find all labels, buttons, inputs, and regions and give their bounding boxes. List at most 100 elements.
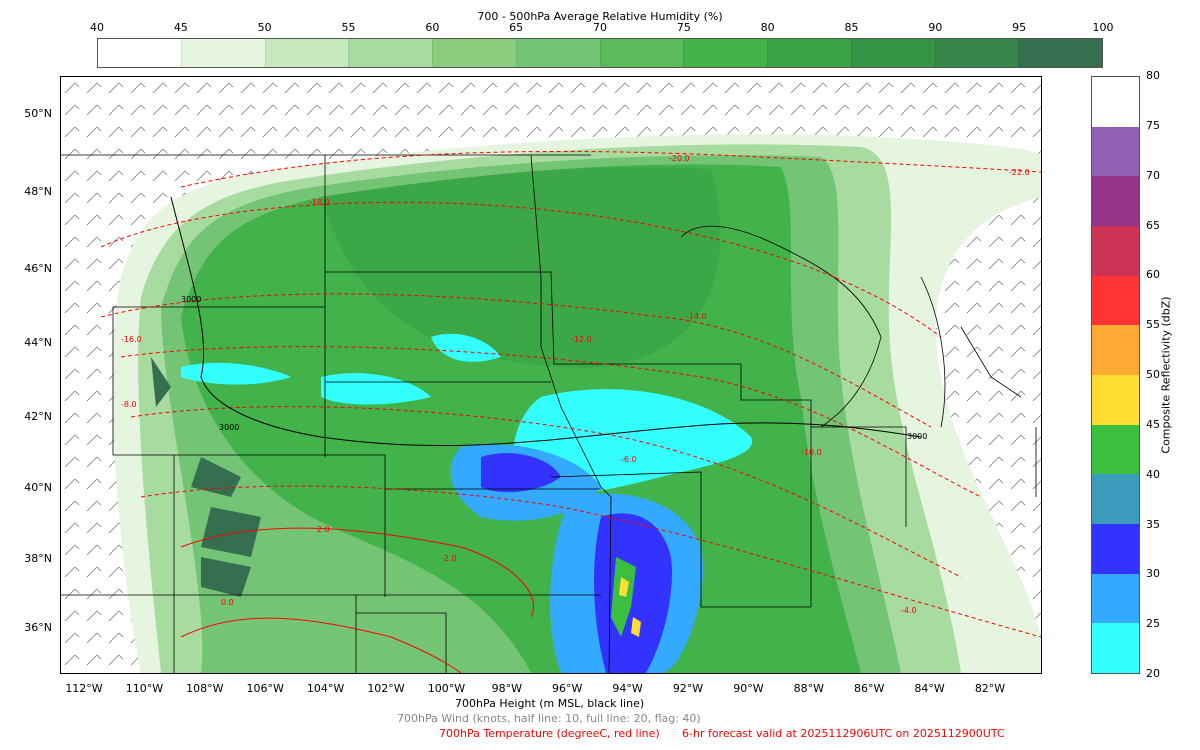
rh-tick-label: 80 [760,21,775,34]
reflectivity-color-bin [1092,325,1139,375]
reflectivity-color-bin [1092,523,1139,574]
reflectivity-tick-label: 60 [1146,268,1160,282]
reflectivity-color-bin [1092,474,1139,524]
rh-color-bin [432,39,516,67]
rh-tick-label: 95 [1012,21,1027,34]
latitude-label: 46°N [24,262,52,275]
longitude-label: 96°W [552,682,583,695]
rh-color-bin [683,39,767,67]
reflectivity-color-bin [1092,424,1139,475]
temp-contour-label: -22.0 [1009,168,1030,177]
reflectivity-tick-label: 55 [1146,318,1160,332]
forecast-valid-caption: 6-hr forecast valid at 2025112906UTC on … [682,727,1005,740]
reflectivity-tick-label: 35 [1146,517,1160,531]
longitude-label: 108°W [186,682,224,695]
temp-contour-label: -8.0 [121,400,137,409]
rh-tick-label: 85 [844,21,859,34]
longitude-label: 88°W [793,682,824,695]
wind-caption: 700hPa Wind (knots, half line: 10, full … [397,712,701,725]
rh-tick-label: 40 [90,21,104,34]
temp-contour-label: -20.0 [669,154,690,163]
rh-color-bin [934,39,1019,67]
rh-tick-label: 65 [509,21,524,34]
height-contour-label: 3000 [219,423,239,432]
rh-color-bin [180,39,265,67]
temp-contour-label: -14.0 [686,312,707,321]
temp-contour-label: -2.0 [441,554,457,563]
rh-colorbar-title: 700 - 500hPa Average Relative Humidity (… [477,10,723,23]
longitude-label: 94°W [612,682,643,695]
longitude-label: 82°W [974,682,1006,695]
rh-tick-label: 70 [593,21,607,34]
rh-fill [112,134,1042,674]
temperature-caption: 700hPa Temperature (degreeC, red line) [439,727,660,740]
reflectivity-color-bin [1092,275,1139,326]
temp-contour-label: -4.0 [901,606,917,615]
reflectivity-fill [181,333,753,673]
longitude-label: 86°W [854,682,885,695]
latitude-label: 42°N [24,410,52,423]
map-canvas: 3000 3000 3000 -20.0 -18.0 -16.0 -14.0 -… [61,77,1042,674]
longitude-label: 104°W [306,682,345,695]
reflectivity-tick-label: 75 [1146,118,1160,132]
weather-map: 3000 3000 3000 -20.0 -18.0 -16.0 -14.0 -… [60,76,1042,674]
temp-contour-label: -16.0 [121,335,142,344]
rh-color-bin [515,39,600,67]
latitude-label: 38°N [24,552,52,565]
reflectivity-tick-label: 20 [1146,667,1160,680]
temp-contour-label: -18.0 [309,198,330,207]
longitude-label: 92°W [672,682,704,695]
longitude-label: 102°W [367,682,405,695]
reflectivity-tick-label: 50 [1146,368,1160,381]
longitude-label: 90°W [733,682,764,695]
reflectivity-color-bin [1092,573,1139,624]
temp-contour-label: -10.0 [801,448,822,457]
longitude-label: 112°W [65,682,103,695]
rh-color-bin [1018,39,1102,67]
rh-tick-label: 50 [257,21,272,34]
latitude-label: 48°N [24,185,52,198]
rh-color-bin [98,39,181,67]
rh-tick-label: 90 [928,21,943,34]
height-contour-label: 3000 [907,432,927,441]
temp-contour-label: 2.0 [317,525,330,534]
latitude-label: 36°N [24,621,52,634]
latitude-label: 40°N [24,481,52,494]
longitude-label: 100°W [427,682,466,695]
temp-contour-label: -12.0 [571,335,592,344]
reflectivity-tick-label: 65 [1146,218,1160,232]
latitude-label: 44°N [24,336,52,349]
temperature-contours [100,150,1042,638]
rh-tick-label: 100 [1092,21,1114,34]
longitude-label: 110°W [125,682,164,695]
temp-contour-label: -6.0 [621,455,637,464]
reflectivity-color-bin [1092,76,1139,127]
temp-contour-label: 0.0 [221,598,234,607]
reflectivity-tick-label: 45 [1146,417,1160,431]
height-contour-label: 3000 [181,295,201,304]
reflectivity-colorbar [1091,76,1140,674]
rh-color-bin [348,39,432,67]
rh-colorbar [97,38,1103,68]
reflectivity-color-bin [1092,623,1139,673]
reflectivity-color-bin [1092,225,1139,276]
height-contours [170,196,922,447]
reflectivity-colorbar-label: Composite Reflectivity (dbZ) [1159,296,1173,454]
rh-color-bin [767,39,851,67]
reflectivity-color-bin [1092,126,1139,177]
state-borders [61,154,1037,674]
rh-color-bin [599,39,684,67]
rh-color-bin [264,39,349,67]
reflectivity-color-bin [1092,374,1139,425]
rh-tick-label: 45 [173,21,188,34]
rh-tick-label: 60 [425,21,440,34]
reflectivity-color-bin [1092,176,1139,226]
reflectivity-tick-label: 80 [1146,69,1160,82]
longitude-label: 84°W [914,682,945,695]
reflectivity-tick-label: 30 [1146,567,1160,581]
longitude-label: 106°W [246,682,284,695]
longitude-label: 98°W [491,682,522,695]
rh-color-bin [850,39,935,67]
reflectivity-tick-label: 25 [1146,617,1160,631]
height-caption: 700hPa Height (m MSL, black line) [455,697,645,710]
